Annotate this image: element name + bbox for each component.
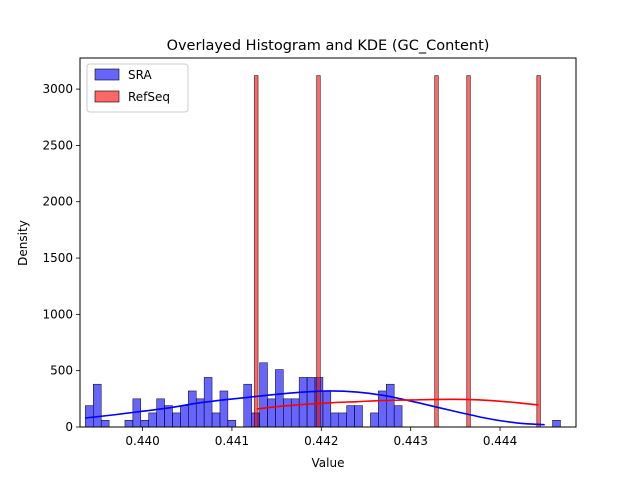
y-tick-label: 2500 [42, 138, 73, 152]
sra-bar [85, 405, 94, 428]
sra-bar [275, 369, 284, 428]
sra-bar [346, 405, 355, 428]
sra-bar [283, 398, 292, 428]
refseq-bar [466, 75, 471, 428]
refseq-bar [316, 75, 321, 428]
y-tick-label: 1000 [42, 307, 73, 321]
sra-bar [354, 405, 363, 428]
plot-area [79, 57, 577, 428]
sra-bar [330, 412, 339, 428]
y-tick-label: 0 [65, 420, 73, 434]
y-tick-label: 3000 [42, 82, 73, 96]
sra-bar [386, 383, 395, 428]
axes-frame [79, 57, 577, 428]
legend-swatch-refseq [94, 90, 120, 103]
legend-label-sra: SRA [128, 68, 152, 82]
kde-curve-sra [85, 390, 545, 426]
sra-bar [140, 419, 149, 428]
sra-bar [393, 405, 403, 428]
sra-bar [188, 390, 197, 428]
sra-bar [243, 383, 252, 428]
y-tick-label: 2000 [42, 195, 73, 209]
x-tick-label: 0.444 [483, 434, 517, 448]
sra-bar [267, 398, 276, 428]
sra-bar [93, 383, 102, 428]
y-axis: 0 500 1000 1500 2000 2500 3000 [42, 82, 80, 434]
sra-bar [172, 412, 181, 428]
sra-bar [338, 412, 347, 428]
kde-curve-refseq [256, 398, 539, 410]
x-tick-label: 0.442 [304, 434, 338, 448]
chart-title: Overlayed Histogram and KDE (GC_Content) [167, 38, 490, 54]
sra-bar [290, 398, 300, 428]
sra-bar [180, 405, 189, 428]
y-axis-label: Density [16, 220, 30, 266]
refseq-bar [536, 75, 541, 428]
legend-swatch-sra [94, 68, 120, 81]
x-tick-label: 0.443 [393, 434, 427, 448]
sra-bar [552, 419, 561, 428]
x-axis-label: Value [312, 456, 345, 470]
sra-bar [100, 419, 110, 428]
y-tick-label: 500 [50, 364, 73, 378]
refseq-bar [254, 75, 259, 428]
sra-bar [322, 390, 332, 428]
refseq-bar [434, 75, 439, 428]
axes-background [80, 58, 576, 427]
x-axis: 0.440 0.441 0.442 0.443 0.444 [125, 427, 517, 448]
sra-bar [306, 377, 316, 428]
x-tick-label: 0.440 [125, 434, 159, 448]
sra-bar [124, 419, 134, 428]
x-tick-label: 0.441 [215, 434, 249, 448]
sra-bar [156, 398, 165, 428]
sra-bar [370, 412, 379, 428]
sra-bar [298, 377, 308, 428]
legend-label-refseq: RefSeq [128, 90, 170, 104]
legend: SRA RefSeq [86, 63, 189, 113]
sra-bar [227, 419, 237, 428]
y-tick-label: 1500 [42, 251, 73, 265]
sra-bar [219, 390, 229, 428]
sra-bar [148, 412, 157, 428]
sra-bar [211, 412, 221, 428]
